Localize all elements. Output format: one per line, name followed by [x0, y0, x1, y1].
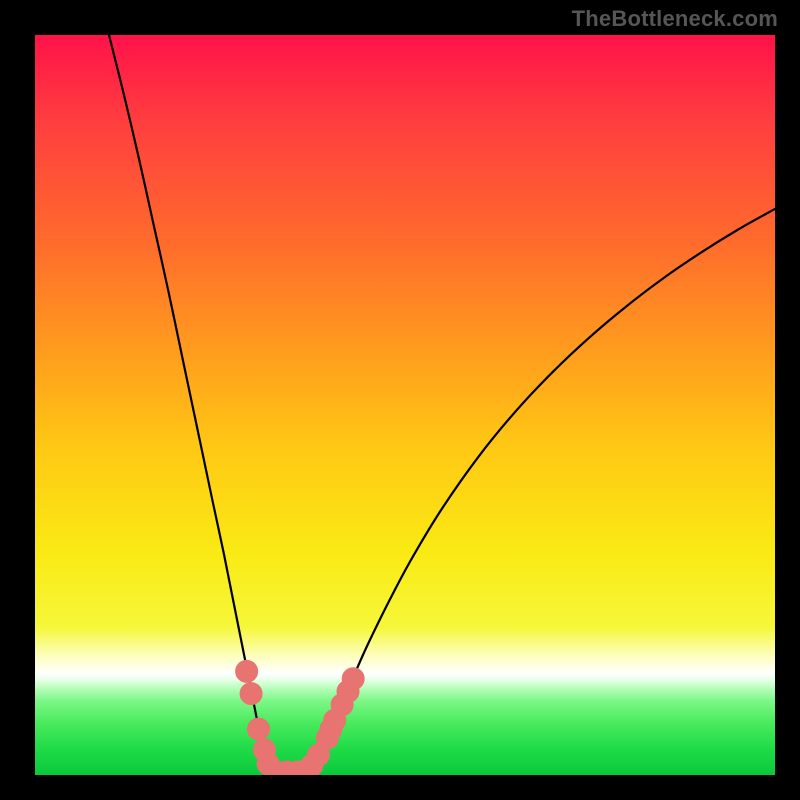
- gradient-background: [35, 35, 775, 775]
- plot-area: [35, 35, 775, 775]
- data-marker: [236, 660, 258, 682]
- plot-svg: [35, 35, 775, 775]
- data-marker: [247, 718, 269, 740]
- data-marker: [342, 668, 364, 690]
- image-frame: TheBottleneck.com: [0, 0, 800, 800]
- watermark-text: TheBottleneck.com: [572, 6, 778, 32]
- data-marker: [240, 683, 262, 705]
